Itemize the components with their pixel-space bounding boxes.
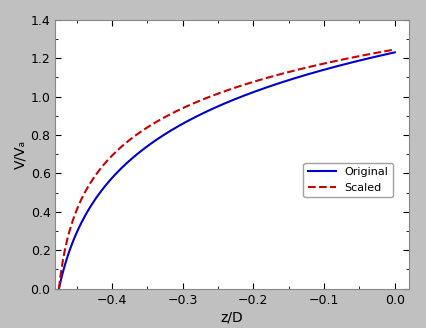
Y-axis label: V/Vₐ: V/Vₐ	[14, 140, 28, 169]
Scaled	[238, 84, 243, 88]
Original	[332, 65, 337, 69]
Scaled	[332, 59, 337, 63]
Original	[384, 52, 389, 56]
Scaled	[384, 49, 389, 53]
Line: Scaled: Scaled	[59, 50, 395, 289]
Original	[218, 103, 223, 107]
Line: Original: Original	[59, 52, 395, 289]
Scaled	[256, 78, 262, 82]
Legend: Original, Scaled: Original, Scaled	[303, 163, 393, 197]
Original	[216, 104, 221, 108]
Original	[256, 88, 262, 92]
X-axis label: z/D: z/D	[221, 311, 244, 325]
Scaled	[56, 287, 61, 291]
Original	[392, 51, 397, 54]
Original	[56, 287, 61, 291]
Scaled	[392, 48, 397, 51]
Original	[238, 95, 243, 99]
Scaled	[216, 92, 221, 95]
Scaled	[218, 91, 223, 95]
